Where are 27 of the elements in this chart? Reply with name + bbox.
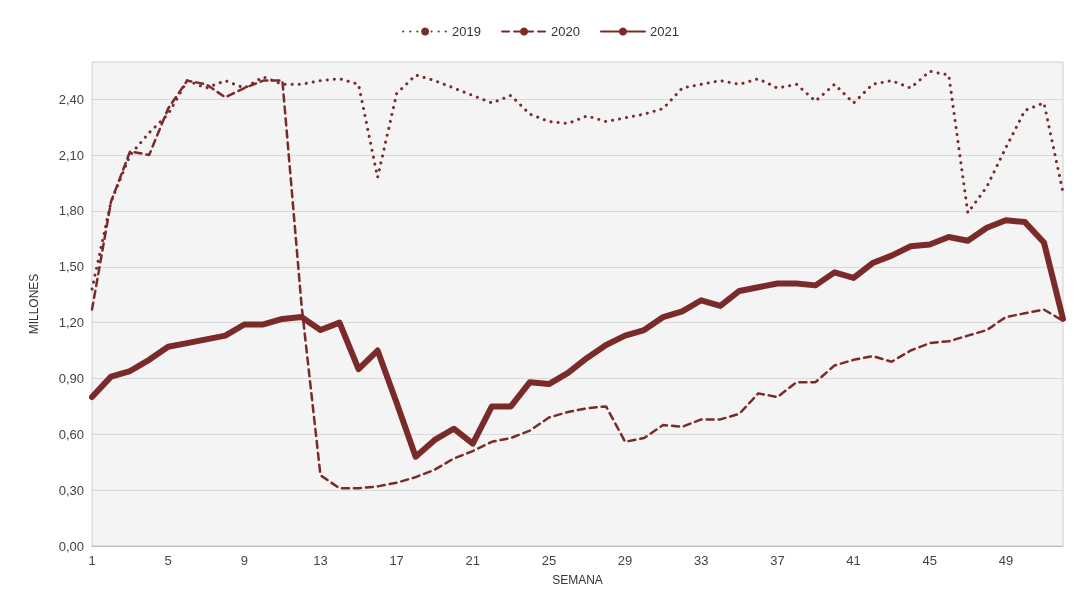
y-axis-title: MILLONES (27, 273, 41, 335)
x-tick-label: 45 (922, 553, 937, 568)
y-tick-label: 0,60 (58, 426, 84, 442)
y-tick-label: 0,90 (58, 370, 84, 386)
x-tick-label: 17 (389, 553, 404, 568)
x-axis-title: SEMANA (552, 573, 603, 587)
x-tick-label: 9 (240, 553, 248, 568)
y-tick-label: 2,10 (58, 147, 84, 163)
x-tick-label: 49 (998, 553, 1014, 568)
x-tick-label: 41 (846, 553, 861, 568)
x-tick-label: 29 (617, 553, 633, 568)
x-tick-label: 1 (88, 553, 96, 568)
legend-label: 2021 (649, 24, 679, 39)
x-tick-label: 13 (313, 553, 328, 568)
y-tick-label: 0,00 (58, 538, 84, 554)
x-tick-label: 37 (770, 553, 785, 568)
y-tick-label: 1,20 (58, 315, 84, 331)
y-tick-label: 2,40 (58, 91, 84, 107)
legend-label: 2019 (452, 24, 482, 39)
y-tick-label: 1,50 (58, 259, 84, 275)
x-tick-label: 25 (541, 553, 557, 568)
x-tick-label: 5 (164, 553, 172, 568)
x-tick-label: 21 (465, 553, 481, 568)
y-tick-label: 0,30 (58, 482, 84, 498)
y-tick-label: 1,80 (58, 203, 84, 219)
x-tick-label: 33 (694, 553, 709, 568)
legend-label: 2020 (551, 24, 580, 39)
